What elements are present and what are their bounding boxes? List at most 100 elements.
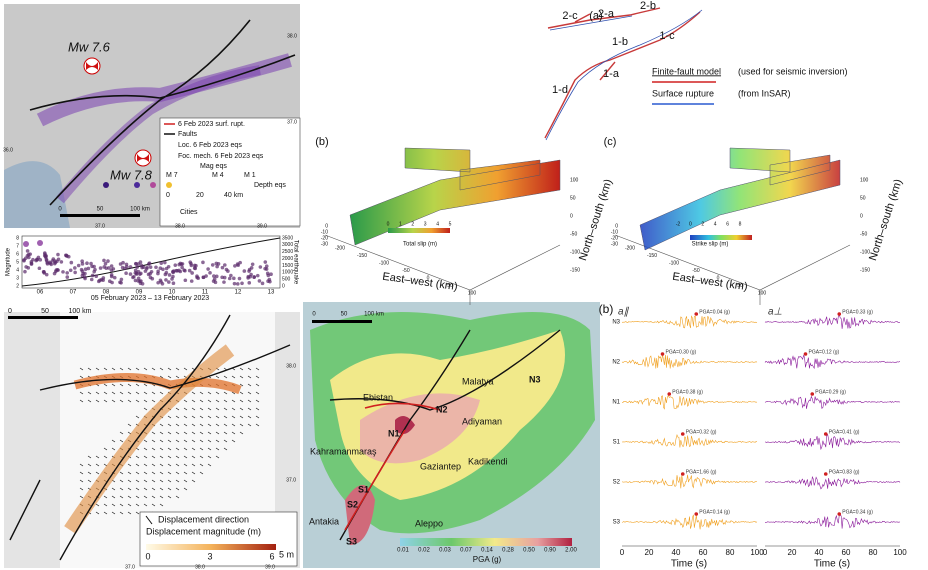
label: 37.0	[286, 477, 296, 483]
arrow	[143, 471, 148, 475]
arrow	[191, 391, 196, 395]
arrow	[135, 487, 140, 491]
arrow	[199, 407, 204, 411]
event-dot	[23, 269, 27, 274]
arrow	[127, 463, 132, 467]
arrow	[247, 391, 252, 395]
label: Surface rupture	[652, 88, 714, 98]
arrow	[175, 423, 180, 427]
arrow	[239, 367, 244, 371]
arrow	[183, 431, 188, 435]
label: -200	[335, 245, 345, 251]
arrow	[215, 391, 220, 395]
event-dot	[160, 281, 165, 286]
label: 2	[16, 283, 19, 289]
arrow	[207, 415, 212, 419]
event-dot	[128, 265, 133, 269]
pga-marker	[694, 512, 699, 516]
event-dot	[136, 279, 141, 283]
arrow	[175, 367, 180, 371]
arrow	[159, 463, 164, 467]
arrow	[175, 471, 180, 475]
arrow	[207, 455, 212, 459]
arrow	[167, 439, 172, 443]
event-dot	[190, 271, 194, 275]
arrow	[119, 495, 124, 499]
legend-box	[159, 117, 301, 227]
event-dot	[189, 263, 194, 268]
waveform	[764, 354, 901, 370]
arrow	[103, 367, 108, 371]
arrow	[159, 495, 164, 499]
arrow	[111, 383, 116, 387]
arrow	[143, 399, 148, 403]
arrow	[79, 391, 84, 395]
waveform	[621, 354, 758, 369]
waveforms	[621, 312, 901, 547]
arrow	[159, 439, 164, 443]
label: 20	[788, 548, 797, 557]
label: 0	[166, 192, 170, 199]
faults	[9, 314, 291, 561]
label: N1	[612, 400, 620, 406]
event-dot	[89, 261, 93, 266]
arrow	[159, 391, 164, 395]
arrow	[215, 423, 220, 427]
label: 6 Feb 2023 surf. rupt.	[178, 121, 245, 128]
arrow	[175, 479, 180, 483]
label: -20	[321, 235, 328, 241]
arrow	[127, 503, 132, 507]
waveform	[621, 433, 758, 448]
event-dot	[85, 261, 89, 266]
arrow	[119, 479, 124, 483]
arrow	[127, 471, 132, 475]
arrow	[255, 367, 260, 371]
arrow	[127, 383, 132, 387]
arrow	[199, 439, 204, 443]
arrow	[255, 423, 260, 427]
label: PGA=0.83 (g)	[829, 469, 860, 475]
arrow	[183, 399, 188, 403]
arrow	[191, 415, 196, 419]
label: 2-c	[562, 10, 578, 22]
label: PGA=0.41 (g)	[829, 429, 860, 435]
event-dot	[26, 252, 31, 257]
label: 50	[41, 308, 49, 315]
label: 0.07	[460, 548, 472, 554]
arrow	[135, 415, 140, 419]
event-dot	[124, 271, 128, 276]
label: 0	[620, 548, 625, 557]
event-dot	[188, 260, 193, 264]
label: -50	[570, 231, 577, 237]
event-dot	[101, 278, 105, 282]
event-dot	[109, 264, 114, 268]
label: 3	[207, 551, 212, 561]
arrow	[143, 479, 148, 483]
arrow	[143, 367, 148, 371]
label: -150	[570, 267, 580, 273]
event-dot	[171, 281, 176, 286]
colorbar	[400, 538, 572, 546]
label: 0	[570, 213, 573, 219]
arrow	[231, 423, 236, 427]
legend-dot	[150, 182, 156, 188]
label: 5 m	[279, 549, 294, 559]
event-dot	[136, 276, 141, 281]
event-dot	[23, 241, 29, 247]
event-dot	[164, 266, 169, 271]
label: (b)	[599, 302, 614, 316]
label: Gaziantep	[420, 461, 461, 471]
arrow	[151, 463, 156, 467]
surface-rupture	[344, 402, 441, 531]
arrow	[79, 487, 84, 491]
arrow	[159, 471, 164, 475]
event-dot	[232, 281, 237, 286]
arrow	[207, 431, 212, 435]
arrow	[151, 479, 156, 483]
arrow	[79, 463, 84, 467]
label: 50	[860, 195, 866, 201]
arrow	[95, 471, 100, 475]
arrow	[159, 487, 164, 491]
arrow	[135, 495, 140, 499]
event-dot	[247, 267, 252, 272]
